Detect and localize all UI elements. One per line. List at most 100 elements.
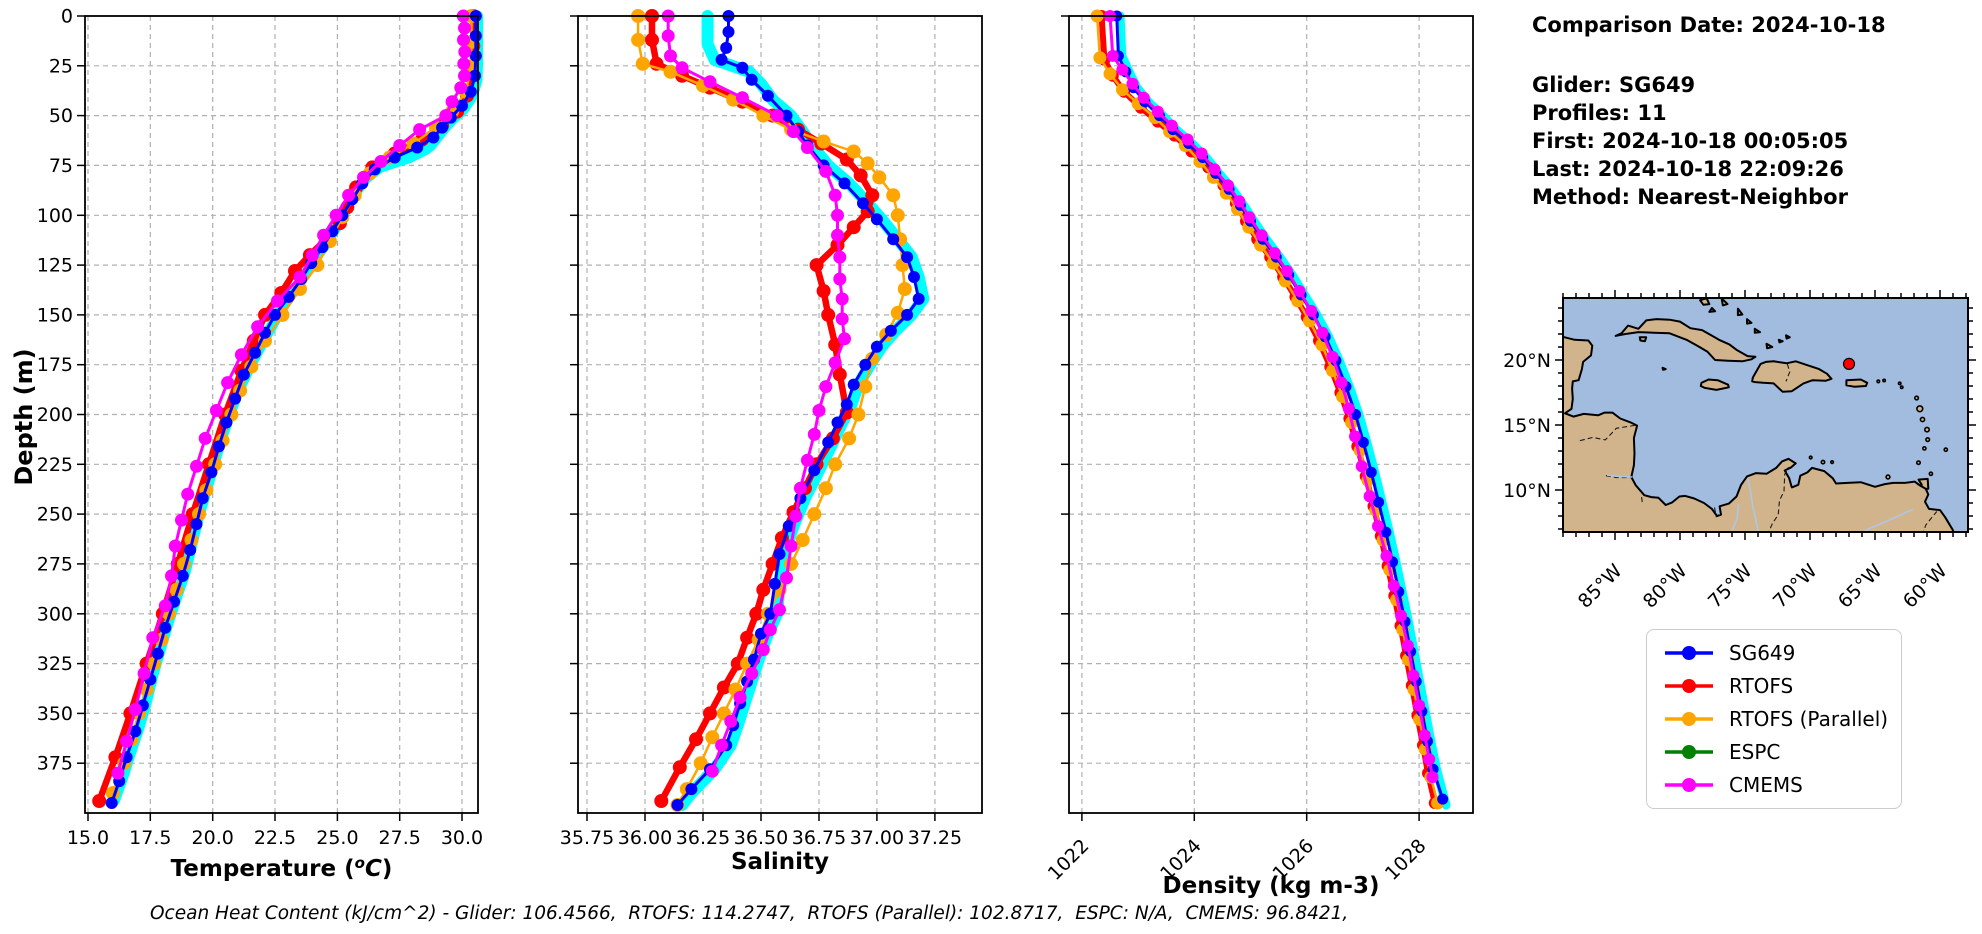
series-line-CMEMS: [1108, 14, 1434, 779]
depth-tick-label: 225: [37, 454, 73, 476]
map-island: [1899, 385, 1904, 390]
ocean-heat-content-summary: Ocean Heat Content (kJ/cm^2) - Glider: 1…: [150, 903, 1349, 924]
map-landmass: [1746, 318, 1753, 325]
series-marker-SG649: [249, 346, 262, 359]
series-marker-CMEMS: [234, 348, 248, 362]
series-marker-CMEMS: [770, 109, 784, 123]
series-marker-CMEMS: [209, 404, 223, 417]
map-landmass: [1777, 338, 1784, 344]
series-marker-CMEMS: [745, 667, 759, 680]
series-marker-RTOFS: [832, 367, 847, 382]
series-marker-CMEMS: [715, 738, 729, 752]
depth-tick-label: 200: [37, 404, 73, 426]
series-marker-CMEMS: [168, 539, 182, 553]
legend-label: RTOFS: [1729, 673, 1794, 698]
series-marker-CMEMS: [357, 170, 370, 184]
series-marker-CMEMS: [1268, 247, 1281, 260]
series-marker-CMEMS: [1293, 285, 1306, 297]
map-border: [1579, 424, 1638, 442]
depth-tick-label: 100: [37, 205, 73, 227]
series-marker-CMEMS: [1165, 119, 1178, 132]
x-tick-label: 1028: [1381, 835, 1431, 885]
series-marker-RTOFS-Parallel: [851, 407, 866, 422]
series-marker-CMEMS: [1372, 520, 1384, 533]
series-marker-RTOFS-Parallel: [795, 533, 810, 547]
series-line-RTOFS: [648, 12, 876, 805]
series-marker-CMEMS: [831, 228, 844, 242]
series-marker-CMEMS: [458, 45, 472, 59]
series-marker-RTOFS-Parallel: [807, 507, 822, 522]
map-lon-label: 70°W: [1769, 560, 1822, 613]
series-marker-CMEMS: [1401, 639, 1414, 652]
series-marker-RTOFS: [821, 307, 836, 322]
map-lon-label: 60°W: [1899, 560, 1952, 613]
map-landmass: [1736, 307, 1744, 317]
legend-label: ESPC: [1729, 740, 1781, 765]
map-landmass: [1563, 335, 1955, 532]
series-marker-RTOFS-Parallel: [886, 188, 901, 203]
y-axis-label: Depth (m): [10, 348, 38, 485]
series-marker-RTOFS: [703, 706, 717, 721]
series-marker-RTOFS-Parallel: [631, 32, 646, 47]
series-marker-CMEMS: [293, 270, 307, 284]
series-marker-SG649: [159, 621, 172, 634]
series-marker-CMEMS: [1355, 460, 1368, 473]
x-tick-label: 22.5: [254, 827, 296, 849]
series-marker-CMEMS: [454, 81, 468, 95]
map-island: [1922, 445, 1927, 451]
series-marker-CMEMS: [445, 95, 459, 109]
series-marker-CMEMS: [1305, 304, 1318, 317]
series-marker-SG649: [715, 53, 728, 66]
series-marker-SG649: [151, 647, 164, 660]
series-marker-CMEMS: [800, 453, 814, 467]
series-line-RTOFS-Parallel: [1095, 14, 1439, 805]
series-marker-CMEMS: [705, 764, 719, 778]
series-marker-RTOFS-Parallel: [858, 379, 873, 394]
map-lon-label: 80°W: [1639, 560, 1692, 613]
series-marker-CMEMS: [457, 33, 470, 47]
series-marker-SG649: [184, 544, 197, 556]
series-marker-SG649: [464, 85, 477, 98]
series-marker-RTOFS-Parallel: [1103, 67, 1117, 81]
x-tick-label: 36.75: [792, 827, 846, 849]
map-island: [1916, 460, 1922, 466]
series-marker-SG649: [671, 799, 684, 811]
series-marker-RTOFS: [645, 32, 659, 47]
series-marker-CMEMS: [198, 431, 212, 445]
series-marker-CMEMS: [1395, 609, 1408, 622]
glider-name: Glider: SG649: [1532, 73, 1696, 97]
series-marker-RTOFS-Parallel: [756, 108, 771, 123]
map-island: [1808, 455, 1813, 460]
series-marker-CMEMS: [835, 292, 849, 306]
map-island: [1876, 379, 1881, 384]
series-marker-RTOFS-Parallel: [818, 481, 833, 496]
series-marker-CMEMS: [317, 228, 331, 242]
series-marker-RTOFS-Parallel: [693, 756, 708, 771]
series-marker-SG649: [176, 569, 189, 582]
series-marker-CMEMS: [1281, 265, 1293, 277]
legend-item-espc: ESPC: [1663, 740, 1901, 764]
map-landmass: [1699, 298, 1711, 306]
series-marker-SG649: [870, 340, 883, 353]
legend-item-cmems: CMEMS: [1663, 773, 1901, 797]
series-marker-CMEMS: [838, 332, 851, 346]
series-marker-CMEMS: [1116, 63, 1129, 76]
series-marker-SG649: [761, 89, 774, 102]
profile-plot-1: 35.75 36.00 36.25 36.50 36.75 37.00 37.25 Salin…: [560, 9, 983, 875]
series-marker-RTOFS-Parallel: [846, 144, 861, 159]
legend-line-marker-icon: [1665, 778, 1713, 793]
series-marker-SG649: [840, 398, 853, 411]
map-border: [1641, 497, 1643, 503]
series-marker-SG649: [745, 73, 758, 86]
series-marker-CMEMS: [1387, 579, 1400, 592]
map-island: [1882, 378, 1887, 383]
series-marker-CMEMS: [175, 513, 188, 527]
map-landmass: [1753, 327, 1761, 334]
series-marker-CMEMS: [1418, 729, 1431, 742]
series-marker-SG649: [887, 233, 900, 246]
depth-tick-label: 300: [37, 603, 73, 625]
series-marker-SG649: [847, 378, 860, 391]
map-landmass: [1765, 342, 1774, 350]
legend-label: SG649: [1729, 640, 1796, 665]
